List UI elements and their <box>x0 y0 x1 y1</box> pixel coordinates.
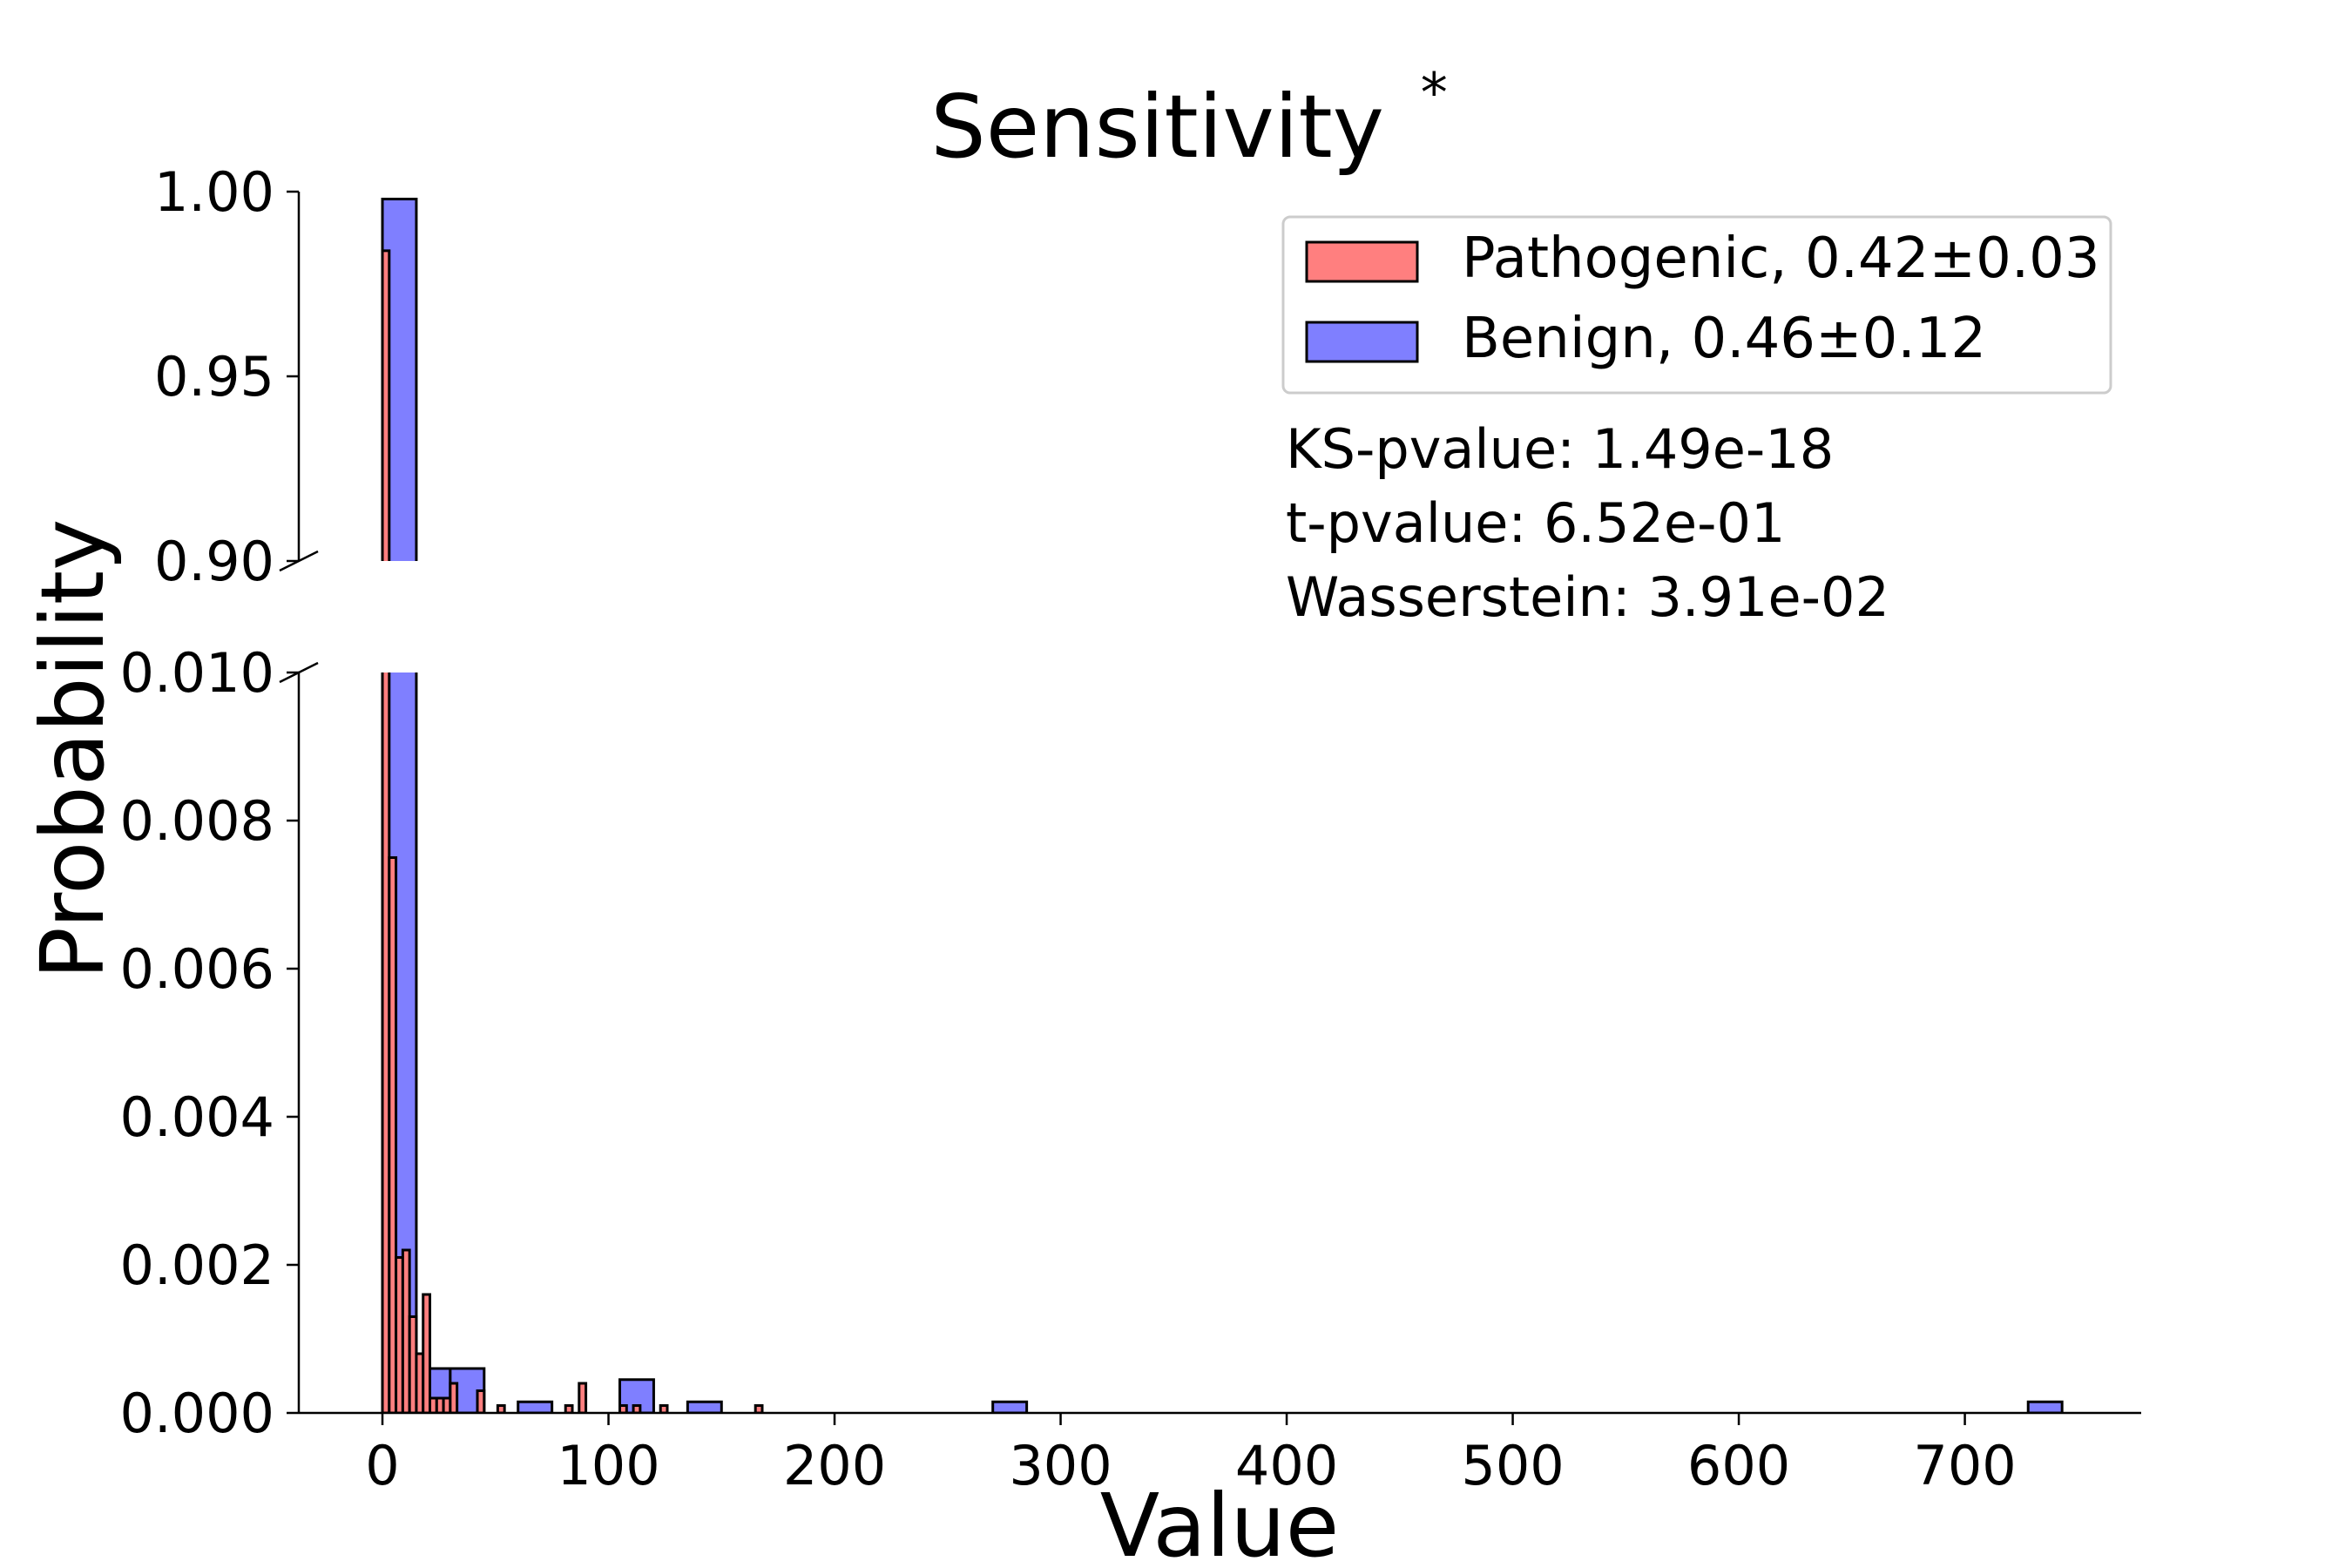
bar-pathogenic-lower-13 <box>564 1404 574 1413</box>
bar-pathogenic-lower-10 <box>449 1382 459 1413</box>
legend-label-benign: Benign, 0.46±0.12 <box>1462 307 1986 371</box>
x-tick-label-6: 600 <box>1687 1434 1790 1497</box>
x-tick-label-3: 300 <box>1009 1434 1112 1497</box>
bar-benign-lower-7 <box>2026 1400 2064 1413</box>
x-tick-label-2: 200 <box>783 1434 886 1497</box>
bar-benign-lower-6 <box>991 1400 1029 1413</box>
bar-pathogenic-lower-12 <box>496 1404 506 1413</box>
y-axis-label: Probability <box>22 519 124 980</box>
lower-y-tick-label-0: 0.000 <box>120 1382 275 1445</box>
legend-swatch-benign <box>1305 321 1419 363</box>
bar-pathogenic-upper-0 <box>381 249 391 561</box>
bar-pathogenic-lower-17 <box>659 1404 669 1413</box>
bar-pathogenic-lower-16 <box>632 1404 642 1413</box>
lower-panel: 0.000 0.002 0.004 0.006 0.008 0.010 <box>120 641 2064 1445</box>
x-tick-label-0: 0 <box>365 1434 399 1497</box>
wasserstein-annotation: Wasserstein: 3.91e-02 <box>1286 565 1889 629</box>
x-axis: 0 100 200 300 400 500 600 700 <box>299 1411 2141 1497</box>
x-tick-label-4: 400 <box>1235 1434 1338 1497</box>
chart-title-mark: * <box>1421 61 1448 125</box>
upper-y-tick-label-2: 1.00 <box>154 160 274 224</box>
legend: Pathogenic, 0.42±0.03 Benign, 0.46±0.12 <box>1281 215 2112 395</box>
lower-y-tick-label-4: 0.008 <box>120 789 275 853</box>
bar-pathogenic-lower-14 <box>578 1382 588 1413</box>
legend-frame <box>1281 215 2112 395</box>
legend-swatch-pathogenic <box>1305 240 1419 283</box>
x-axis-label: Value <box>1100 1475 1340 1568</box>
stats-annotations: KS-pvalue: 1.49e-18 t-pvalue: 6.52e-01 W… <box>1286 417 1889 629</box>
lower-y-tick-label-1: 0.002 <box>120 1233 275 1297</box>
x-tick-label-5: 500 <box>1461 1434 1564 1497</box>
bar-pathogenic-lower-1 <box>388 856 398 1413</box>
x-tick-label-1: 100 <box>557 1434 659 1497</box>
upper-y-tick-label-0: 0.90 <box>154 530 274 593</box>
lower-bars <box>381 672 2064 1413</box>
lower-y-tick-label-3: 0.006 <box>120 937 275 1001</box>
lower-y-tick-label-2: 0.004 <box>120 1085 275 1149</box>
bar-pathogenic-lower-11 <box>476 1389 486 1413</box>
lower-y-tick-label-5: 0.010 <box>120 641 275 705</box>
upper-bars <box>381 197 418 561</box>
ks-pvalue-annotation: KS-pvalue: 1.49e-18 <box>1286 417 1834 481</box>
x-tick-label-7: 700 <box>1913 1434 2016 1497</box>
legend-label-pathogenic: Pathogenic, 0.42±0.03 <box>1462 226 2100 291</box>
bar-pathogenic-lower-6 <box>422 1293 432 1413</box>
bar-pathogenic-lower-18 <box>754 1404 764 1413</box>
upper-y-tick-label-1: 0.95 <box>154 345 274 409</box>
bar-pathogenic-lower-15 <box>618 1404 628 1413</box>
upper-panel: 0.90 0.95 1.00 <box>154 160 418 593</box>
chart-title: Sensitivity * <box>930 61 1447 178</box>
chart-title-text: Sensitivity <box>930 76 1384 178</box>
bar-benign-lower-5 <box>686 1400 723 1413</box>
bar-benign-lower-3 <box>517 1400 554 1413</box>
t-pvalue-annotation: t-pvalue: 6.52e-01 <box>1286 491 1785 555</box>
